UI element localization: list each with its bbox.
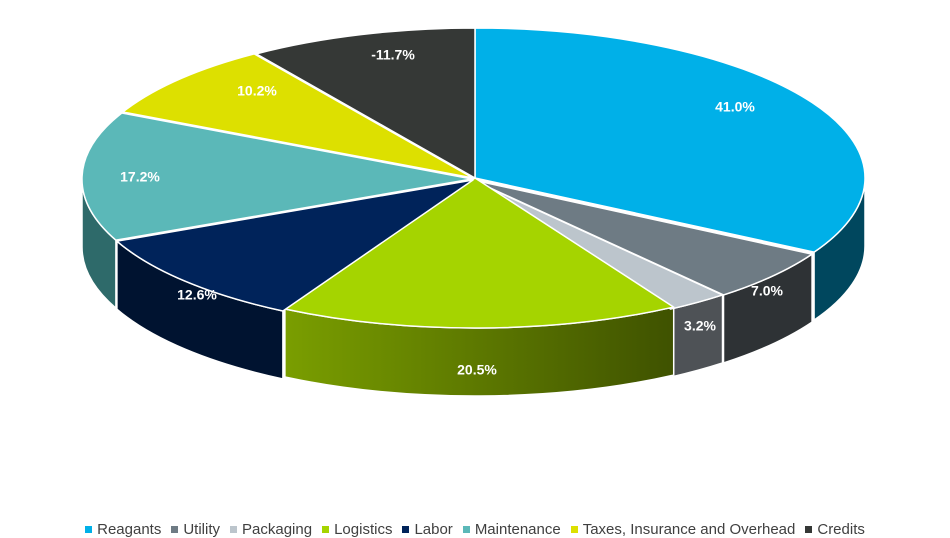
- pie-slice-reagants: [474, 27, 866, 253]
- legend-label: Taxes, Insurance and Overhead: [582, 521, 796, 538]
- pie-slice-logistics: [284, 177, 675, 329]
- legend-label: Credits: [817, 521, 865, 538]
- legend-swatch: [805, 526, 813, 533]
- legend-label: Maintenance: [474, 521, 561, 538]
- pie-slice-labor: [116, 179, 474, 312]
- legend-item-packaging: Packaging: [230, 521, 312, 538]
- data-label-reagants: 41.0%: [715, 99, 755, 115]
- pie-slice-maintenance: [81, 112, 473, 241]
- data-label-logistics: 20.5%: [457, 362, 497, 378]
- legend-label: Utility: [183, 521, 221, 538]
- legend-item-reagants: Reagants: [85, 521, 161, 538]
- pie-tops: [81, 27, 866, 329]
- legend-swatch: [462, 526, 470, 533]
- legend-item-maintenance: Maintenance: [462, 521, 561, 538]
- legend-label: Packaging: [242, 521, 313, 538]
- data-label-taxes-insurance-and-overhead: 10.2%: [237, 83, 277, 99]
- data-label-utility: 7.0%: [751, 283, 783, 299]
- legend-label: Reagants: [97, 521, 162, 538]
- legend: Reagants Utility Packaging Logistics Labor Ma…: [0, 521, 950, 538]
- legend-swatch: [402, 526, 410, 533]
- slice-labels: 41.0% 7.0% 3.2% 20.5% 12.6% 17.2% 10.2% -11.7%: [120, 47, 783, 378]
- legend-item-labor: Labor: [402, 521, 453, 538]
- legend-item-credits: Credits: [805, 521, 865, 538]
- pie-slice-taxes-insurance-and-overhead: [122, 53, 474, 179]
- legend-swatch: [85, 526, 93, 533]
- legend-label: Logistics: [334, 521, 393, 538]
- data-label-packaging: 3.2%: [684, 318, 716, 334]
- legend-swatch: [171, 526, 179, 533]
- pie-slice-packaging: [471, 179, 724, 310]
- legend-swatch: [570, 526, 578, 533]
- legend-swatch: [230, 526, 238, 533]
- pie-slice-credits: [255, 27, 476, 179]
- pie-slice-utility: [472, 179, 813, 296]
- legend-label: Labor: [414, 521, 453, 538]
- data-label-labor: 12.6%: [177, 287, 217, 303]
- legend-item-utility: Utility: [171, 521, 220, 538]
- legend-item-taxes-insurance-and-overhead: Taxes, Insurance and Overhead: [570, 521, 796, 538]
- data-label-maintenance: 17.2%: [120, 169, 160, 185]
- legend-item-logistics: Logistics: [322, 521, 392, 538]
- legend-swatch: [322, 526, 330, 533]
- data-label-credits: -11.7%: [371, 47, 415, 63]
